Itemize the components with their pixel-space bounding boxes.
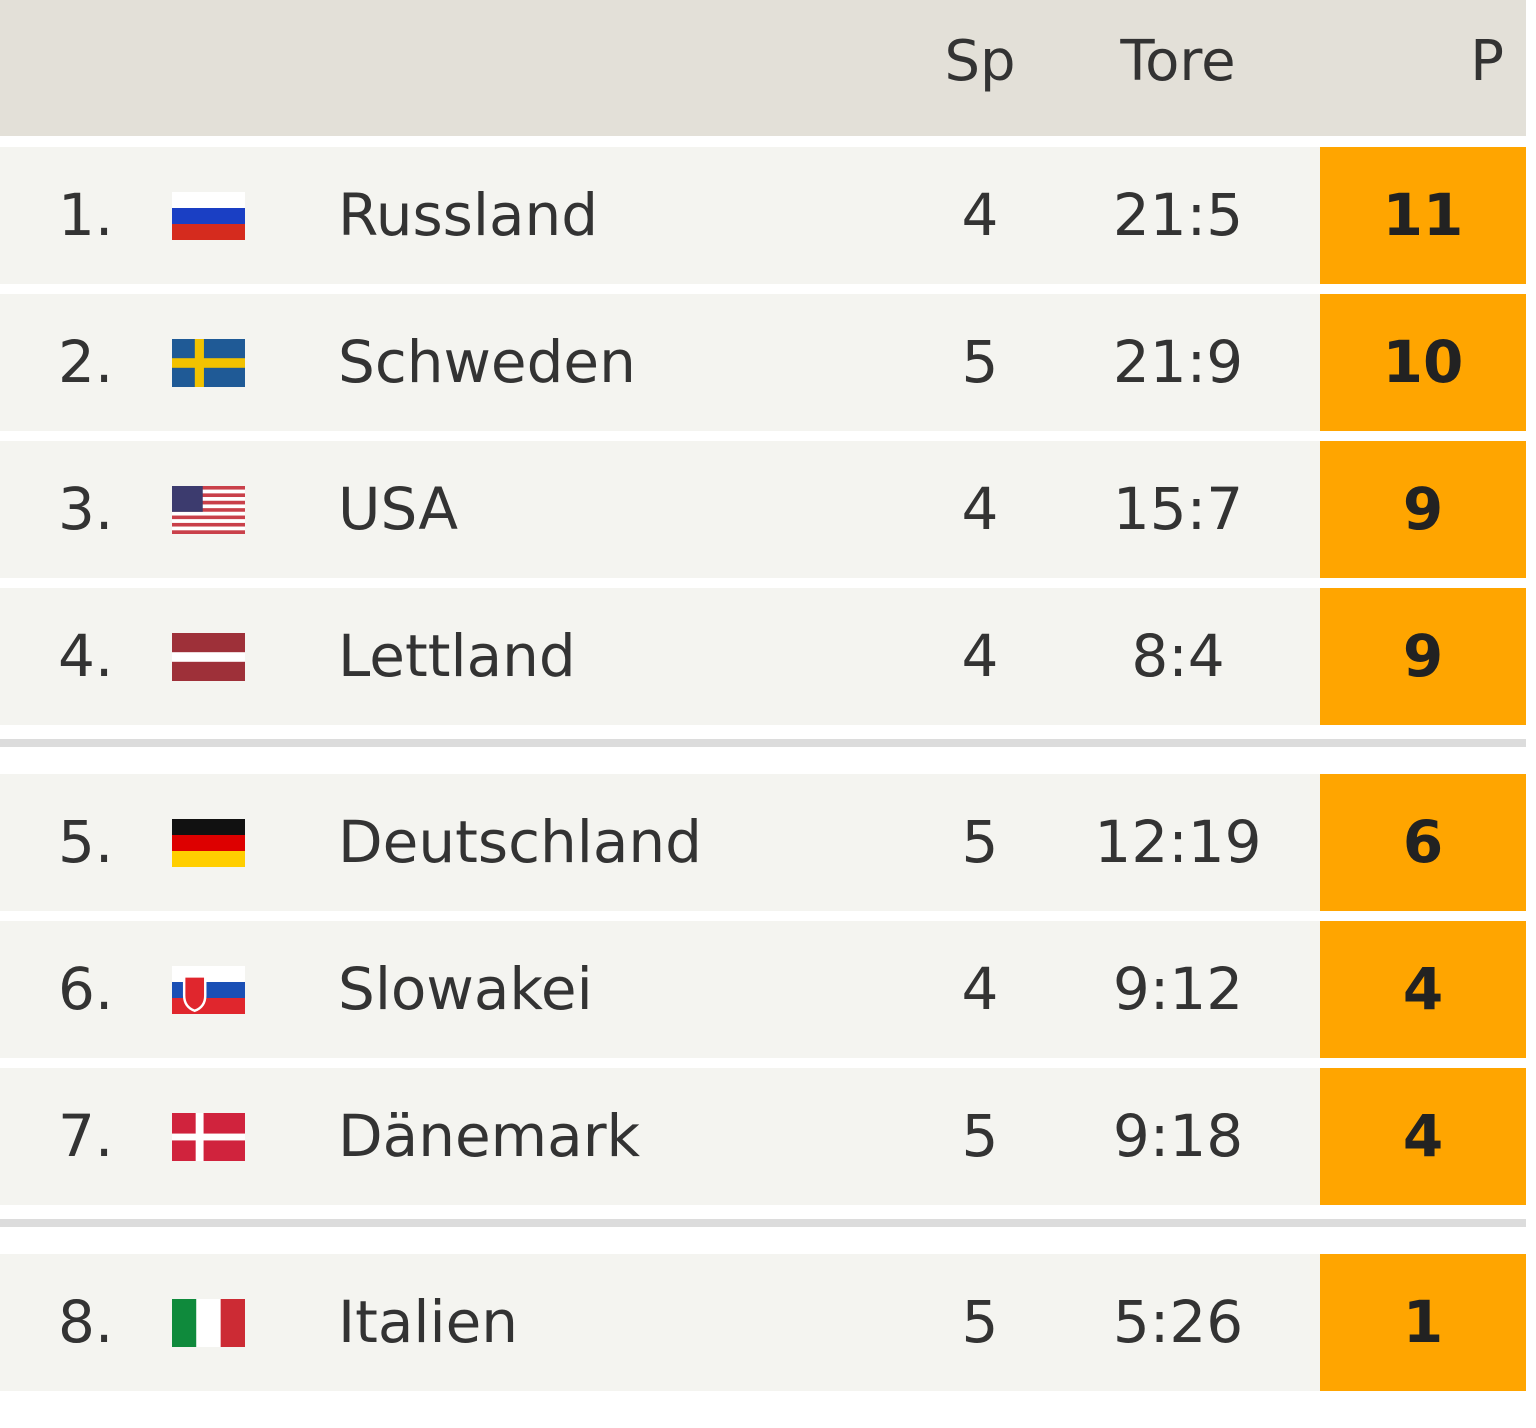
rank: 8. xyxy=(58,1288,114,1356)
games-played: 4 xyxy=(961,955,999,1023)
games-played: 4 xyxy=(961,181,999,249)
team-name: Italien xyxy=(338,1288,519,1356)
goals: 21:9 xyxy=(1112,328,1244,396)
team-name: Slowakei xyxy=(338,955,593,1023)
header-cell: Sp xyxy=(944,29,1016,94)
flag-icon xyxy=(172,1113,245,1161)
rank: 7. xyxy=(58,1102,114,1170)
team-name: Dänemark xyxy=(338,1102,641,1170)
header-cell: P xyxy=(1470,29,1504,94)
points: 9 xyxy=(1402,622,1444,690)
team-name: Deutschland xyxy=(338,808,702,876)
games-played: 5 xyxy=(961,808,999,876)
team-name: Lettland xyxy=(338,622,576,690)
games-played: 5 xyxy=(961,1288,999,1356)
flag-icon xyxy=(172,966,245,1014)
table-row: 4. Lettland 4 8:4 9 xyxy=(0,588,1526,725)
points: 9 xyxy=(1402,475,1444,543)
points: 4 xyxy=(1402,955,1444,1023)
points-cell: 6 xyxy=(1320,774,1526,911)
points-cell: 9 xyxy=(1320,441,1526,578)
team-name: Russland xyxy=(338,181,599,249)
points-cell: 4 xyxy=(1320,1068,1526,1205)
games-played: 5 xyxy=(961,1102,999,1170)
table-row: 6. Slowakei 4 9:12 4 xyxy=(0,921,1526,1058)
goals: 9:18 xyxy=(1112,1102,1244,1170)
goals: 15:7 xyxy=(1112,475,1244,543)
games-played: 4 xyxy=(961,475,999,543)
table-row: 7. Dänemark 5 9:18 4 xyxy=(0,1068,1526,1205)
header-cell: Tore xyxy=(1120,29,1236,94)
points-cell: 1 xyxy=(1320,1254,1526,1391)
rank: 6. xyxy=(58,955,114,1023)
points: 1 xyxy=(1402,1288,1444,1356)
group-separator xyxy=(0,739,1526,747)
table-row: 8. Italien 5 5:26 1 xyxy=(0,1254,1526,1391)
flag-icon xyxy=(172,819,245,867)
table-header: Sp Tore P xyxy=(0,0,1526,136)
flag-icon xyxy=(172,339,245,387)
rank: 2. xyxy=(58,328,114,396)
table-row: 3. USA 4 15:7 9 xyxy=(0,441,1526,578)
flag-icon xyxy=(172,633,245,681)
points: 11 xyxy=(1382,181,1464,249)
points-cell: 10 xyxy=(1320,294,1526,431)
team-name: USA xyxy=(338,475,459,543)
table-row: 1. Russland 4 21:5 11 xyxy=(0,147,1526,284)
goals: 8:4 xyxy=(1131,622,1225,690)
points-cell: 9 xyxy=(1320,588,1526,725)
goals: 5:26 xyxy=(1112,1288,1244,1356)
flag-icon xyxy=(172,192,245,240)
games-played: 5 xyxy=(961,328,999,396)
rank: 1. xyxy=(58,181,114,249)
points: 4 xyxy=(1402,1102,1444,1170)
points: 6 xyxy=(1402,808,1444,876)
goals: 9:12 xyxy=(1112,955,1244,1023)
goals: 21:5 xyxy=(1112,181,1244,249)
group-separator xyxy=(0,1219,1526,1227)
team-name: Schweden xyxy=(338,328,636,396)
games-played: 4 xyxy=(961,622,999,690)
rank: 4. xyxy=(58,622,114,690)
points-cell: 4 xyxy=(1320,921,1526,1058)
table-row: 5. Deutschland 5 12:19 6 xyxy=(0,774,1526,911)
flag-icon xyxy=(172,1299,245,1347)
flag-icon xyxy=(172,486,245,534)
rank: 3. xyxy=(58,475,114,543)
table-row: 2. Schweden 5 21:9 10 xyxy=(0,294,1526,431)
points: 10 xyxy=(1382,328,1464,396)
points-cell: 11 xyxy=(1320,147,1526,284)
goals: 12:19 xyxy=(1094,808,1262,876)
rank: 5. xyxy=(58,808,114,876)
